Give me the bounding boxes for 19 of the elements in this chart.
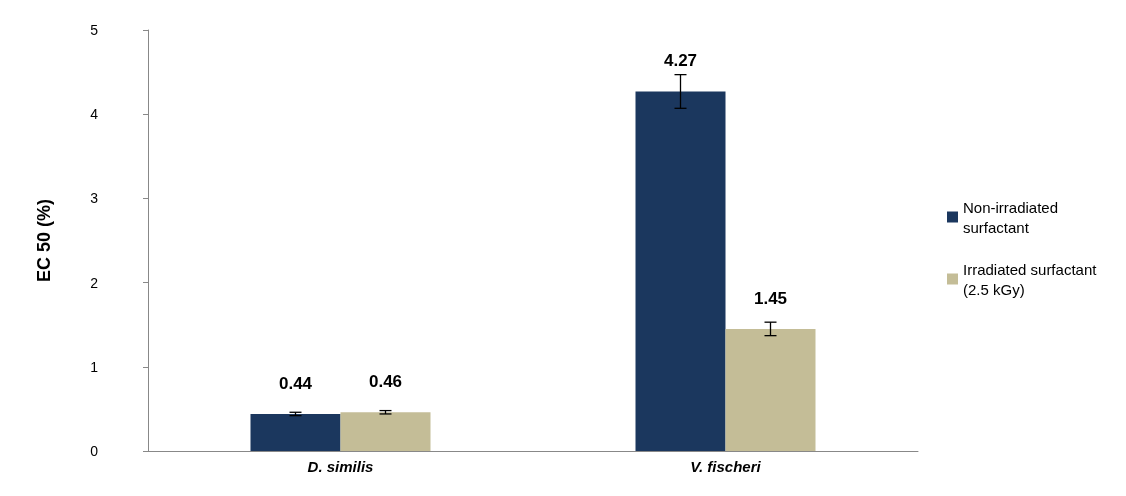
y-tick-label: 5 [90, 22, 99, 38]
data-label: 1.45 [753, 288, 788, 308]
y-tick-label: 3 [90, 190, 99, 207]
data-label: 4.27 [663, 51, 698, 71]
y-tick-label: 2 [90, 274, 99, 291]
legend-label: Irradiated surfactant (2.5 kGy) [963, 260, 1101, 298]
data-label: 0.46 [368, 372, 403, 392]
bar [725, 328, 816, 451]
y-tick-label: 0 [90, 443, 99, 459]
data-label: 0.44 [278, 373, 313, 393]
bar [250, 413, 341, 451]
bar [635, 91, 726, 451]
y-axis-title: EC 50 (%) [34, 198, 54, 283]
bar [340, 412, 431, 451]
x-tick-label: D. similis [307, 458, 374, 475]
y-tick-label: 4 [90, 106, 99, 123]
legend-label: Non-irradiated surfactant [963, 198, 1063, 236]
y-tick-label: 1 [90, 358, 99, 375]
x-tick-label: V. fischeri [690, 458, 762, 475]
